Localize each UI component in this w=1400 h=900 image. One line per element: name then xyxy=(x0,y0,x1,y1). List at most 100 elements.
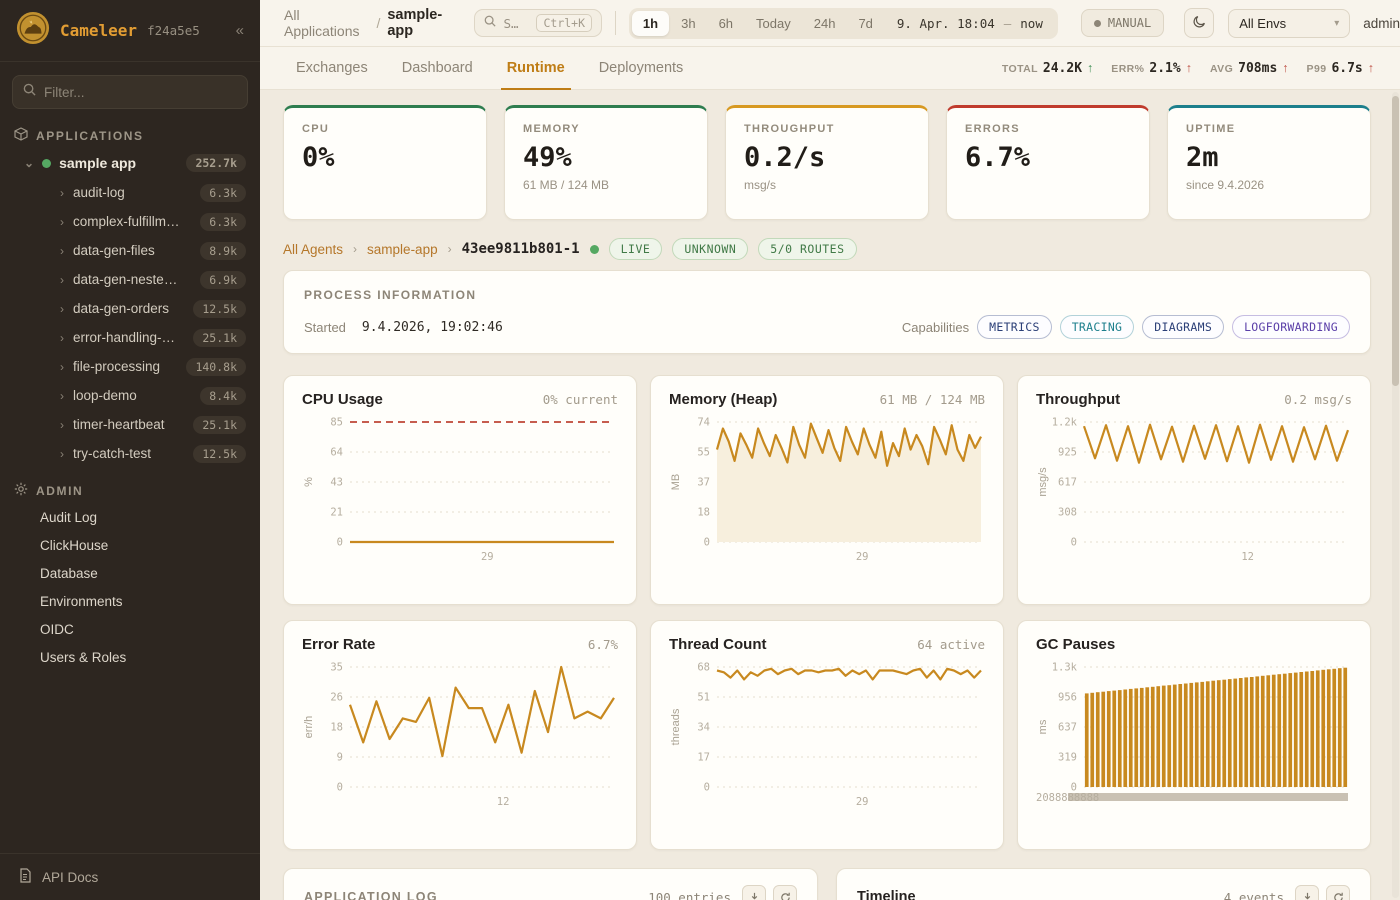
thread-count-chart-card: Thread Count 64 active 68 51 34 17 0 29 threads xyxy=(650,620,1004,850)
agent-breadcrumb: All Agents › sample-app › 43ee9811b801-1… xyxy=(283,238,857,260)
svg-text:308: 308 xyxy=(1058,507,1077,519)
date-from: 9. Apr. 18:04 xyxy=(896,15,995,31)
sidebar-item-data-gen-nested[interactable]: › data-gen-neste… 6.9k xyxy=(0,265,260,294)
svg-text:9: 9 xyxy=(337,752,343,764)
chevron-right-icon: › xyxy=(60,214,64,229)
manual-refresh-button[interactable]: MANUAL xyxy=(1080,9,1165,37)
metric-value: 2m xyxy=(1186,142,1219,173)
refresh-timeline-button[interactable] xyxy=(1326,885,1350,900)
svg-text:0: 0 xyxy=(337,537,343,549)
memory-heap-chart: 74 55 37 18 0 29 MB xyxy=(669,412,985,587)
breadcrumb-separator: / xyxy=(376,15,381,31)
stat-label: TOTAL xyxy=(1001,62,1038,75)
sidebar-item-api-docs[interactable]: API Docs xyxy=(0,853,260,900)
capability-logforwarding[interactable]: LOGFORWARDING xyxy=(1232,315,1350,339)
time-range-today[interactable]: Today xyxy=(756,15,791,31)
sidebar-item-audit-log-admin[interactable]: Audit Log xyxy=(40,509,98,525)
time-range-24h[interactable]: 24h xyxy=(813,15,836,31)
chart-title: Error Rate xyxy=(302,636,376,653)
time-range-6h[interactable]: 6h xyxy=(718,15,734,31)
svg-text:26: 26 xyxy=(330,692,343,704)
metric-value: 0.2/s xyxy=(744,142,826,173)
metric-label: CPU xyxy=(302,123,330,135)
tab-deployments[interactable]: Deployments xyxy=(598,60,684,76)
svg-text:55: 55 xyxy=(697,447,710,459)
unknown-badge[interactable]: UNKNOWN xyxy=(672,238,749,260)
sidebar-item-oidc[interactable]: OIDC xyxy=(40,621,74,637)
sidebar-item-file-processing[interactable]: › file-processing 140.8k xyxy=(0,352,260,381)
trend-up-icon: ↑ xyxy=(1087,60,1094,75)
sidebar-item-data-gen-files[interactable]: › data-gen-files 8.9k xyxy=(0,236,260,265)
stat-label: ERR% xyxy=(1111,62,1145,75)
svg-text:err/h: err/h xyxy=(303,716,315,739)
tab-dashboard[interactable]: Dashboard xyxy=(401,60,473,76)
capability-metrics[interactable]: METRICS xyxy=(977,315,1052,339)
svg-text:29: 29 xyxy=(856,796,869,808)
breadcrumb-all-applications[interactable]: All Applications xyxy=(284,7,360,39)
sidebar-item-data-gen-orders[interactable]: › data-gen-orders 12.5k xyxy=(0,294,260,323)
svg-text:85: 85 xyxy=(330,417,343,429)
sample-app-link[interactable]: sample-app xyxy=(367,241,438,257)
sidebar-item-error-handling[interactable]: › error-handling-… 25.1k xyxy=(0,323,260,352)
manual-label: MANUAL xyxy=(1107,16,1152,30)
chevron-right-icon: › xyxy=(60,388,64,403)
process-info-title: PROCESS INFORMATION xyxy=(304,288,477,302)
sidebar-item-environments[interactable]: Environments xyxy=(40,593,123,609)
chart-title: GC Pauses xyxy=(1036,636,1116,653)
applications-header-label: APPLICATIONS xyxy=(36,128,144,143)
metric-card-errors: ERRORS 6.7% xyxy=(946,105,1150,220)
sidebar-item-try-catch-test[interactable]: › try-catch-test 12.5k xyxy=(0,439,260,468)
sidebar-item-database[interactable]: Database xyxy=(40,565,98,581)
metric-sub: 61 MB / 124 MB xyxy=(523,178,610,192)
chevron-right-icon: › xyxy=(60,185,64,200)
capability-tracing[interactable]: TRACING xyxy=(1059,315,1135,339)
sidebar-filter[interactable] xyxy=(12,75,248,109)
svg-text:68: 68 xyxy=(697,662,710,674)
svg-text:0: 0 xyxy=(1071,782,1077,794)
timeline-events-count: 4 events xyxy=(1223,889,1284,900)
tab-exchanges[interactable]: Exchanges xyxy=(296,60,368,76)
time-range-3h[interactable]: 3h xyxy=(681,15,696,31)
download-log-button[interactable] xyxy=(742,885,766,900)
routes-badge[interactable]: 5/0 ROUTES xyxy=(758,238,857,260)
sidebar-item-timer-heartbeat[interactable]: › timer-heartbeat 25.1k xyxy=(0,410,260,439)
user-label[interactable]: admin xyxy=(1363,15,1400,31)
sidebar-item-loop-demo[interactable]: › loop-demo 8.4k xyxy=(0,381,260,410)
search-input[interactable] xyxy=(503,15,530,31)
sidebar-item-complex-fulfillm[interactable]: › complex-fulfillm… 6.3k xyxy=(0,207,260,236)
capability-diagrams[interactable]: DIAGRAMS xyxy=(1142,315,1225,339)
sidebar-item-users-roles[interactable]: Users & Roles xyxy=(40,649,127,665)
all-agents-link[interactable]: All Agents xyxy=(283,241,344,257)
refresh-log-button[interactable] xyxy=(773,885,797,900)
environment-select[interactable]: All Envs ▾ xyxy=(1228,8,1351,38)
scrollbar-thumb[interactable] xyxy=(1392,96,1399,386)
time-range-dates[interactable]: 9. Apr. 18:04 — now xyxy=(885,16,1055,31)
time-range-1h[interactable]: 1h xyxy=(631,10,670,36)
cpu-usage-chart-card: CPU Usage 0% current 85 64 43 21 0 29% xyxy=(283,375,637,605)
chart-title: Thread Count xyxy=(669,636,767,653)
stat-label: AVG xyxy=(1209,62,1234,75)
dark-mode-toggle[interactable] xyxy=(1184,8,1215,38)
sidebar-item-clickhouse[interactable]: ClickHouse xyxy=(40,537,109,553)
time-range-7d[interactable]: 7d xyxy=(858,15,873,31)
count-badge: 25.1k xyxy=(193,415,246,434)
live-badge[interactable]: LIVE xyxy=(608,238,663,260)
sidebar-item-sample-app[interactable]: ⌄ sample app 252.7k xyxy=(0,148,260,178)
chevron-right-icon: › xyxy=(60,301,64,316)
sidebar-item-audit-log[interactable]: › audit-log 6.3k xyxy=(0,178,260,207)
filter-input[interactable] xyxy=(44,84,237,100)
global-search[interactable]: Ctrl+K xyxy=(474,9,603,37)
chevron-right-icon: › xyxy=(60,417,64,432)
download-timeline-button[interactable] xyxy=(1295,885,1319,900)
chart-note: 0% current xyxy=(542,392,618,407)
collapse-sidebar-icon[interactable]: « xyxy=(235,22,244,39)
sidebar-header: Cameleer f24a5e5 « xyxy=(0,0,260,62)
metric-label: ERRORS xyxy=(965,123,1020,135)
tab-runtime[interactable]: Runtime xyxy=(500,47,571,90)
svg-text:51: 51 xyxy=(697,692,710,704)
capabilities: Capabilities METRICS TRACING DIAGRAMS LO… xyxy=(902,315,1350,339)
svg-text:43: 43 xyxy=(330,477,343,489)
svg-text:18: 18 xyxy=(697,507,710,519)
svg-text:1.2k: 1.2k xyxy=(1052,417,1078,429)
